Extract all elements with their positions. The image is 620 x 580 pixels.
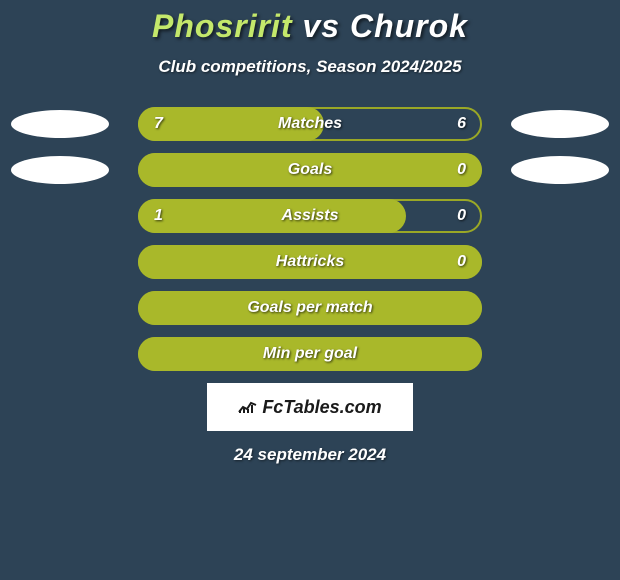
- stat-label: Goals per match: [247, 299, 372, 317]
- club-left-slot: [0, 110, 120, 138]
- subtitle: Club competitions, Season 2024/2025: [0, 57, 620, 77]
- stats-card: Phosririt vs Churok Club competitions, S…: [0, 0, 620, 465]
- stat-value-left: 1: [154, 207, 163, 225]
- stat-label: Matches: [278, 115, 342, 133]
- bar-fill: [138, 199, 406, 233]
- stat-value-right: 6: [457, 115, 466, 133]
- stat-bar: Hattricks 0: [120, 245, 500, 279]
- stat-bar: Goals 0: [120, 153, 500, 187]
- stat-label: Assists: [282, 207, 339, 225]
- stat-bar: 1 Assists 0: [120, 199, 500, 233]
- brand-label: FcTables.com: [238, 397, 381, 418]
- stat-row: Goals per match: [0, 291, 620, 325]
- stat-value-left: 7: [154, 115, 163, 133]
- brand-box: FcTables.com: [207, 383, 413, 431]
- stat-value-right: 0: [457, 207, 466, 225]
- club-left-slot: [0, 156, 120, 184]
- vs-text: vs: [302, 8, 340, 44]
- stat-row: Goals 0: [0, 153, 620, 187]
- stat-label: Goals: [288, 161, 332, 179]
- page-title: Phosririt vs Churok: [0, 8, 620, 45]
- stat-row: Min per goal: [0, 337, 620, 371]
- date-label: 24 september 2024: [0, 445, 620, 465]
- stat-bar: Min per goal: [120, 337, 500, 371]
- stats-rows: 7Matches6Goals01Assists0Hattricks0Goals …: [0, 107, 620, 371]
- club-right-slot: [500, 156, 620, 184]
- brand-text: FcTables.com: [262, 397, 381, 417]
- stat-row: 7 Matches 6: [0, 107, 620, 141]
- stat-bar: 7 Matches 6: [120, 107, 500, 141]
- club-ellipse-left: [11, 110, 109, 138]
- chart-icon: [238, 399, 258, 418]
- player1-name: Phosririt: [152, 8, 293, 44]
- club-ellipse-right: [511, 110, 609, 138]
- stat-row: Hattricks 0: [0, 245, 620, 279]
- club-right-slot: [500, 110, 620, 138]
- stat-row: 1 Assists 0: [0, 199, 620, 233]
- stat-value-right: 0: [457, 253, 466, 271]
- stat-label: Min per goal: [263, 345, 357, 363]
- player2-name: Churok: [350, 8, 468, 44]
- stat-bar: Goals per match: [120, 291, 500, 325]
- stat-value-right: 0: [457, 161, 466, 179]
- club-ellipse-left: [11, 156, 109, 184]
- stat-label: Hattricks: [276, 253, 344, 271]
- club-ellipse-right: [511, 156, 609, 184]
